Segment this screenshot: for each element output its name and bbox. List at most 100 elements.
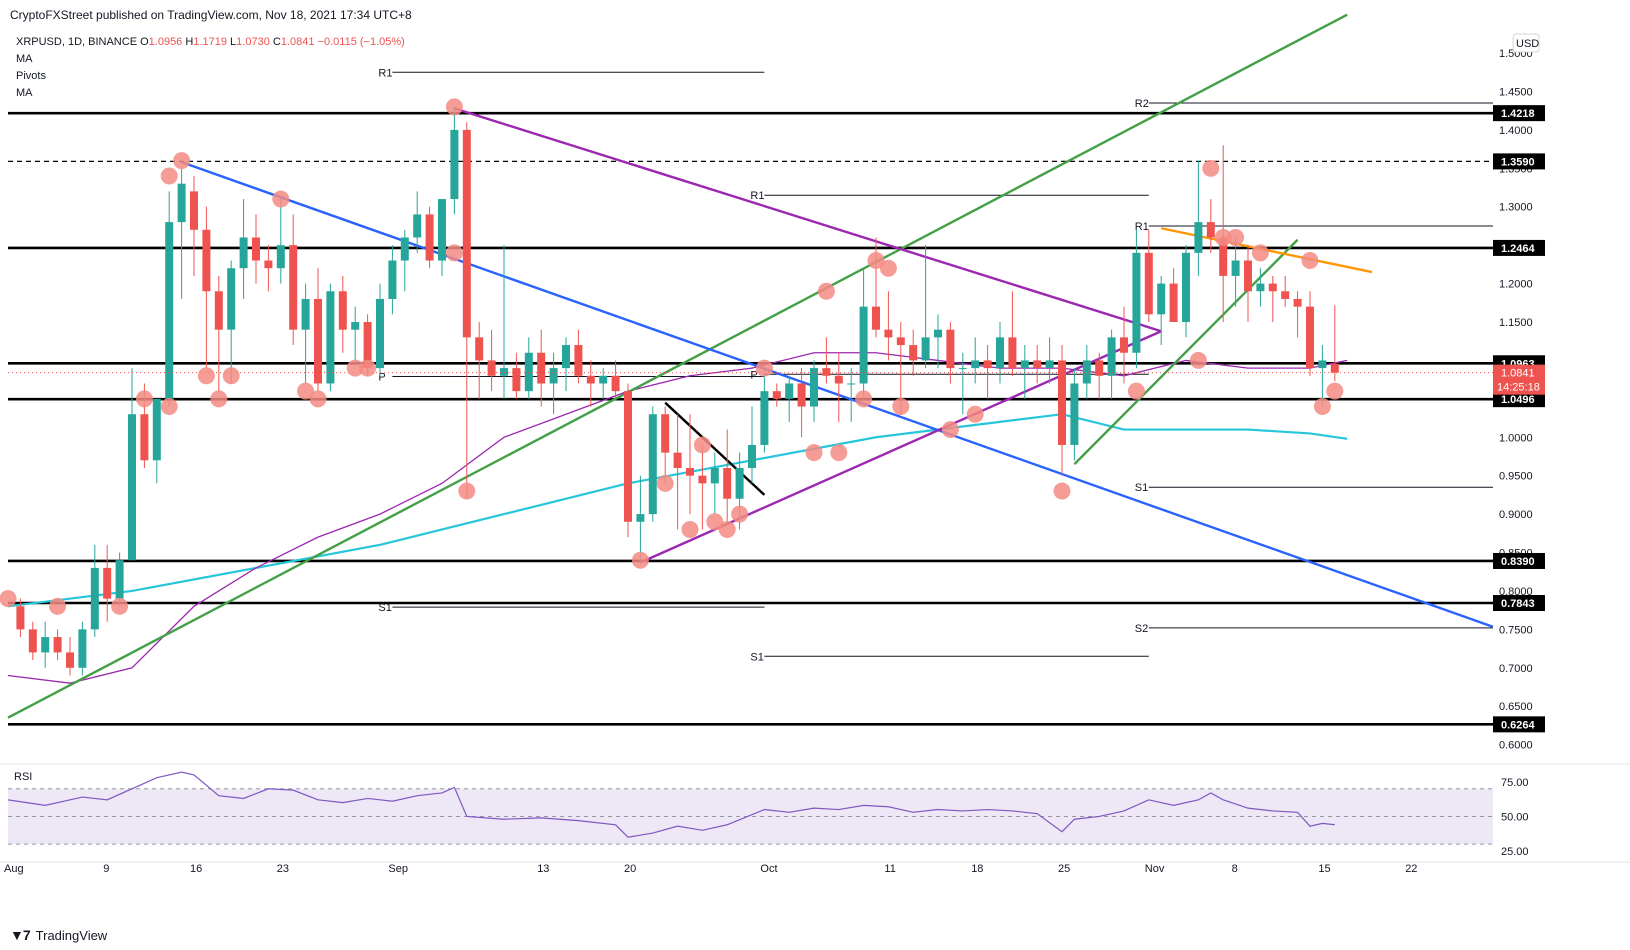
candle-body [1281,291,1290,299]
time-axis[interactable]: Aug 9 16 23 Sep 13 20 Oct 11 18 25 Nov 8 15 22 [4,863,1417,875]
last-price-tag [1493,364,1545,395]
touch-marker [1189,351,1207,369]
touch-marker [173,152,191,170]
candle-body [524,352,533,392]
candle-body [1020,360,1029,369]
candle-body [41,637,50,653]
price-tick: 0.9000 [1499,509,1533,521]
low-label: L [230,36,237,48]
currency-label: USD [1516,38,1539,50]
indicator-ma-1[interactable]: MA [16,53,33,65]
open-label: O [140,36,149,48]
trendline [454,107,1162,333]
time-tick: 8 [1232,863,1238,875]
candle-body [1330,363,1339,373]
level-price-label: 0.8390 [1501,556,1535,568]
candle-body [1107,337,1116,376]
trendline [664,401,766,496]
touch-marker [693,436,711,454]
time-tick: Oct [760,863,777,875]
ohlc-row: XRPUSD, 1D, BINANCE O1.0956 H1.1719 L1.0… [16,34,405,51]
candle-body [512,368,521,392]
candle-body [1095,360,1104,376]
candle-body [388,260,397,299]
price-axis[interactable]: 1.50001.45001.40001.35001.30001.25001.20… [1493,0,1630,868]
touch-marker [718,520,736,538]
pivot-label: R1 [750,190,764,202]
candle-body [921,337,930,361]
price-tick: 1.1500 [1499,317,1533,329]
footer-brand[interactable]: ▼7 TradingView [10,927,107,943]
price-tick: 0.8000 [1499,586,1533,598]
time-tick: 22 [1405,863,1417,875]
time-tick: 20 [624,863,636,875]
candle-body [475,337,484,361]
candle-body [140,414,149,461]
time-tick: 23 [277,863,289,875]
touch-marker [755,359,773,377]
candle-body [338,291,347,330]
candle-body [90,567,99,630]
candle-body [797,383,806,407]
level-price-label: 1.2464 [1501,243,1536,255]
candle-body [115,560,124,599]
symbol-label[interactable]: XRPUSD, 1D, BINANCE [16,36,138,48]
candle-body [301,298,310,330]
touch-marker [867,252,885,270]
candle-body [934,329,942,338]
rsi-tick: 50.00 [1501,811,1529,823]
touch-marker [681,520,699,538]
touch-marker [346,359,364,377]
publish-info: CryptoFXStreet published on TradingView.… [10,8,412,22]
touch-marker [458,482,476,500]
candle-body [549,368,558,384]
touch-marker [160,398,178,416]
candle-body [1008,337,1017,369]
ma-slow-line [7,413,1348,608]
high-value: 1.1719 [193,36,227,48]
candle-body [264,260,273,269]
candle-body [760,391,769,445]
candle-body [177,183,186,223]
pivot-label: R1 [378,67,392,79]
indicator-pivots[interactable]: Pivots [16,70,46,82]
candle-body [983,360,992,369]
candle-body [1231,260,1240,276]
touch-marker [966,405,984,423]
candle-body [376,298,384,369]
candle-body [53,637,62,653]
candle-body [946,329,955,369]
candle-body [363,322,372,369]
pivot-label: R1 [1135,221,1149,233]
price-tick: 0.7500 [1499,624,1533,636]
candle-body [252,237,260,261]
time-tick: 18 [971,863,983,875]
candle-body [190,191,198,230]
moving-averages [7,352,1348,684]
touch-marker [631,551,649,569]
close-value: 1.0841 [280,36,315,48]
touch-markers [0,98,1344,615]
candle-body [1182,252,1190,322]
candle-body [1169,283,1178,322]
touch-marker [879,259,897,277]
candle-body [326,291,335,384]
candle-body [648,414,657,515]
touch-marker [359,359,377,377]
touch-marker [1227,228,1245,246]
rsi-tick: 25.00 [1501,846,1529,858]
indicator-ma-2[interactable]: MA [16,87,33,99]
price-tick: 1.2000 [1499,279,1533,291]
candle-body [1082,360,1091,384]
brand-label: TradingView [35,927,108,943]
open-value: 1.0956 [148,36,183,48]
rsi-pane[interactable]: RSI 75.00 50.00 25.00 [0,763,1630,863]
candle-body [314,298,322,384]
candle-body [1144,252,1153,315]
candle-body [1045,360,1054,369]
change-value: −0.0115 (−1.05%) [317,36,405,48]
candle-body [624,391,632,522]
candle-body [1132,252,1141,353]
price-tick: 1.3000 [1499,202,1533,214]
